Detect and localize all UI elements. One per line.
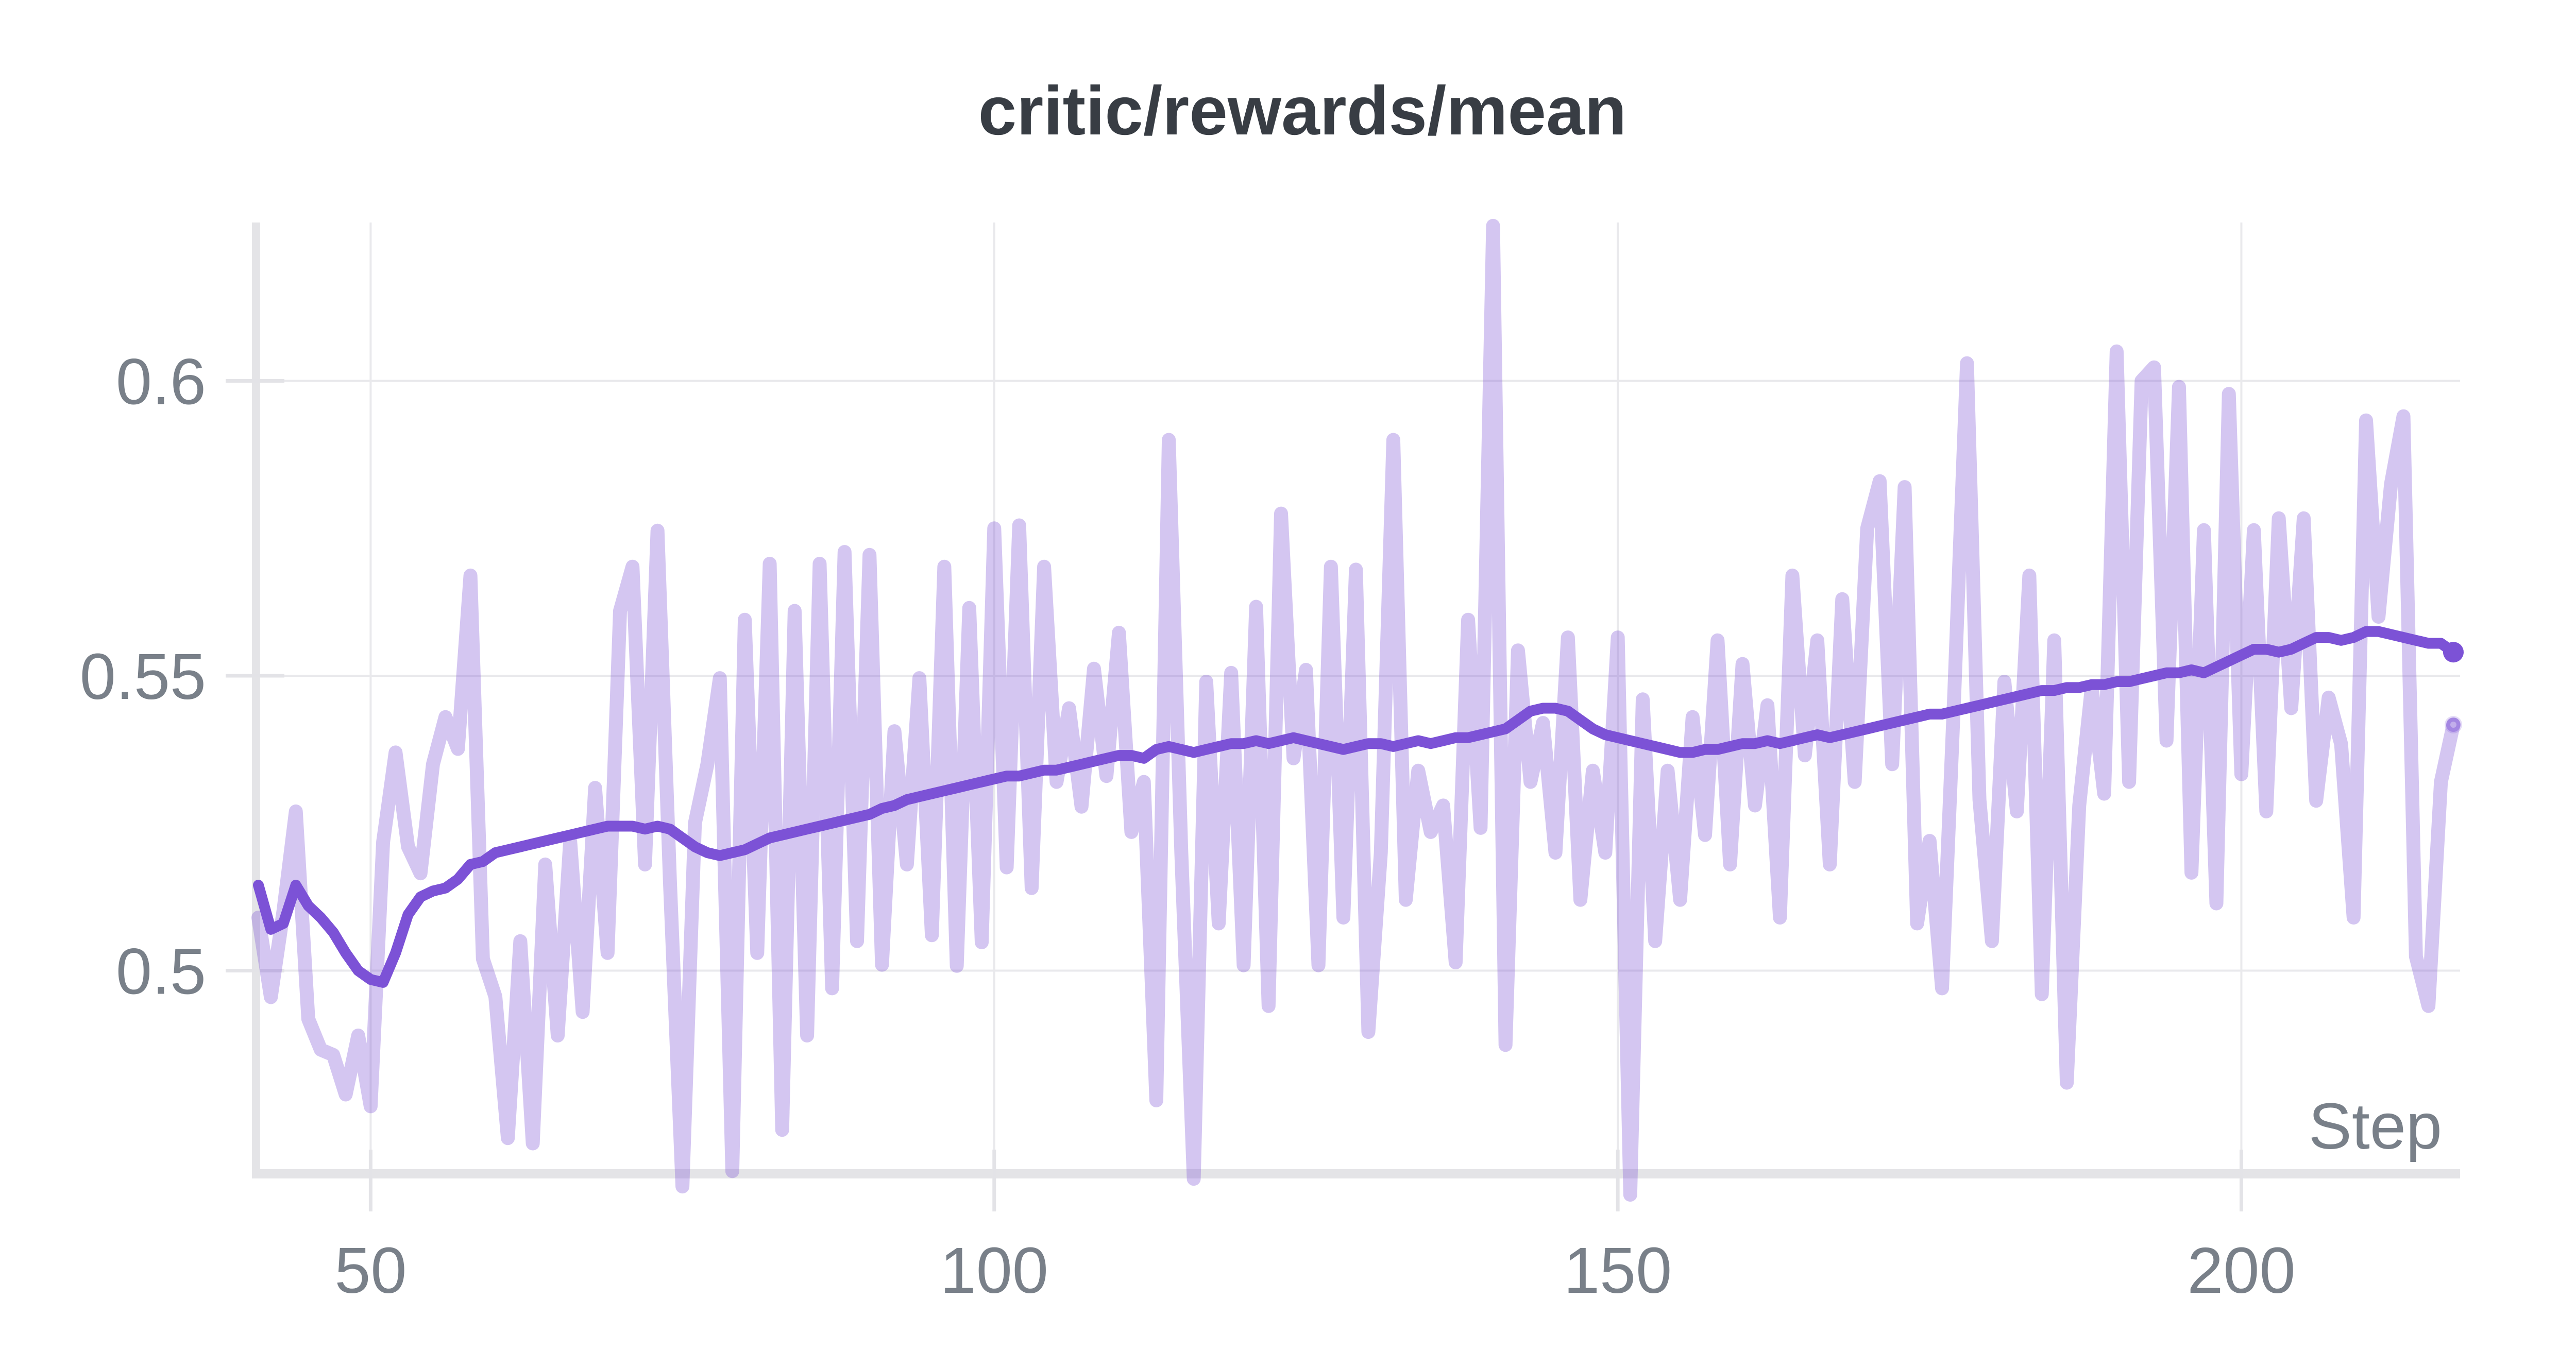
x-tick-label: 150 [1564,1234,1672,1307]
x-tick-label: 200 [2187,1234,2295,1307]
x-tick-label: 100 [940,1234,1048,1307]
x-axis-label: Step [2309,1090,2442,1162]
x-axis-line [252,1169,2460,1178]
y-tick-label: 0.5 [116,935,206,1008]
smoothed-series-line [253,626,2459,988]
y-tick-label: 0.55 [80,640,206,713]
x-tick-label: 50 [334,1234,406,1307]
y-axis-line [252,223,260,1178]
raw-endpoint-halo [2444,716,2462,734]
raw-endpoint-ring [2446,717,2461,732]
chart-title: critic/rewards/mean [978,73,1627,149]
smoothed-endpoint-dot [2443,642,2464,663]
raw-series-line [251,218,2461,1202]
y-tick-label: 0.6 [116,346,206,418]
